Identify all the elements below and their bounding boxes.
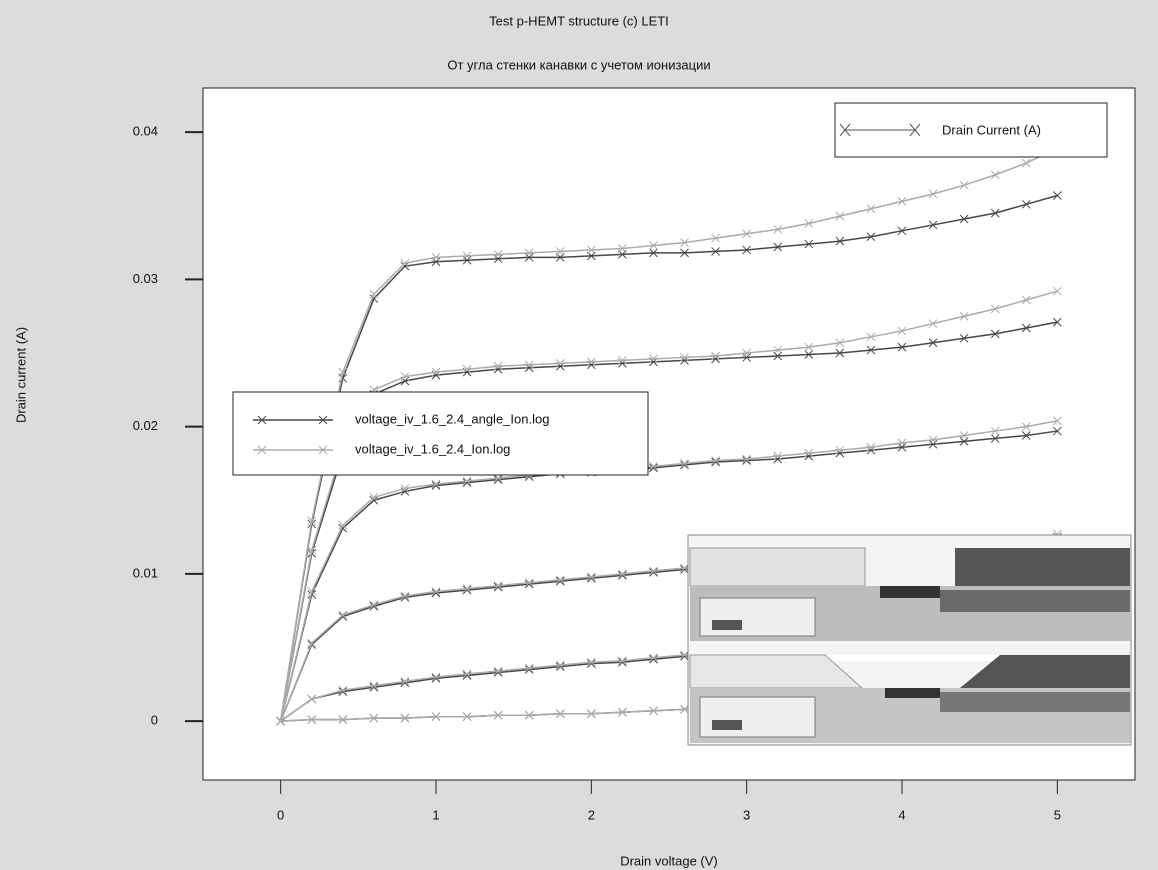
legend-label: voltage_iv_1.6_2.4_Ion.log [355,441,510,456]
y-tick-label: 0.04 [133,124,158,139]
y-tick-label: 0 [151,713,158,728]
y-tick-label: 0.01 [133,565,158,580]
y-axis-label: Drain current (A) [13,327,28,423]
x-tick-label: 2 [588,807,595,822]
x-tick-label: 4 [898,807,905,822]
legend [233,392,648,475]
chart-title: Test p-HEMT structure (c) LETI [489,13,669,28]
marker-legend-label: Drain Current (A) [942,122,1041,137]
x-tick-label: 1 [432,807,439,822]
legend-label: voltage_iv_1.6_2.4_angle_Ion.log [355,411,549,426]
y-tick-label: 0.02 [133,418,158,433]
inset-image [688,535,1131,745]
y-tick-label: 0.03 [133,271,158,286]
x-tick-label: 3 [743,807,750,822]
x-tick-label: 5 [1054,807,1061,822]
x-axis-label: Drain voltage (V) [620,853,718,868]
chart: Test p-HEMT structure (c) LETI От угла с… [0,0,1158,870]
x-tick-label: 0 [277,807,284,822]
chart-subtitle: От угла стенки канавки с учетом ионизаци… [447,57,710,72]
